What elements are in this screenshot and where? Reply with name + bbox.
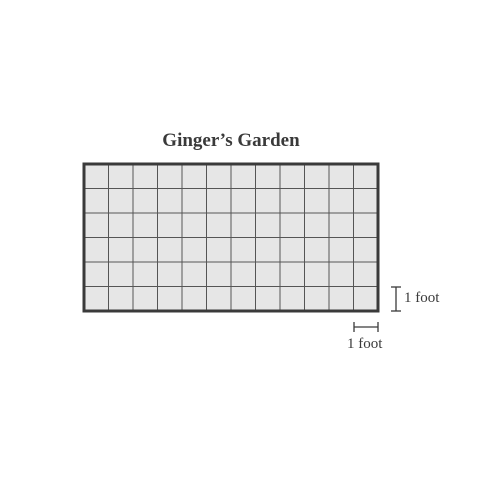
grid-cell	[157, 261, 183, 287]
grid-cell	[230, 286, 256, 312]
grid-cell	[255, 163, 281, 189]
grid-cell	[132, 261, 158, 287]
grid-cell	[206, 188, 232, 214]
grid-cell	[206, 237, 232, 263]
grid-cell	[328, 163, 354, 189]
grid-cell	[157, 237, 183, 263]
grid-cell	[132, 237, 158, 263]
grid-cell	[206, 163, 232, 189]
grid-cell	[353, 261, 379, 287]
grid-cell	[157, 286, 183, 312]
grid-cell	[328, 237, 354, 263]
vertical-scale-bracket	[391, 286, 401, 312]
grid-cell	[157, 188, 183, 214]
grid-cell	[328, 286, 354, 312]
grid-cell	[353, 163, 379, 189]
grid-cell	[328, 261, 354, 287]
grid-cell	[157, 163, 183, 189]
grid-cell	[230, 212, 256, 238]
grid-cell	[230, 237, 256, 263]
horizontal-scale-bracket	[353, 322, 379, 332]
grid-cell	[181, 237, 207, 263]
grid-cell	[206, 261, 232, 287]
grid-cell	[279, 261, 305, 287]
grid-cell	[255, 237, 281, 263]
diagram-title: Ginger’s Garden	[162, 130, 300, 151]
grid-cell	[304, 286, 330, 312]
grid-cell	[255, 212, 281, 238]
grid-cell	[255, 188, 281, 214]
grid-cell	[279, 188, 305, 214]
grid-cell	[304, 212, 330, 238]
grid-cell	[230, 163, 256, 189]
grid-cell	[108, 163, 134, 189]
grid-cell	[328, 188, 354, 214]
grid-cell	[279, 237, 305, 263]
grid-cell	[132, 163, 158, 189]
garden-grid	[83, 163, 379, 312]
grid-cell	[132, 212, 158, 238]
grid-cell	[108, 286, 134, 312]
grid-cell	[181, 286, 207, 312]
grid-cell	[132, 286, 158, 312]
grid-cell	[83, 188, 109, 214]
grid-cell	[353, 237, 379, 263]
grid-cell	[279, 212, 305, 238]
grid-cell	[230, 261, 256, 287]
grid-cell	[83, 163, 109, 189]
grid-cell	[304, 163, 330, 189]
grid-cell	[181, 188, 207, 214]
grid-cell	[108, 261, 134, 287]
garden-border	[82, 162, 380, 313]
grid-cell	[132, 188, 158, 214]
grid-cell	[353, 188, 379, 214]
grid-cell	[108, 237, 134, 263]
grid-cell	[206, 212, 232, 238]
grid-cell	[304, 237, 330, 263]
grid-cell	[83, 237, 109, 263]
grid-cell	[304, 261, 330, 287]
vertical-scale-label: 1 foot	[404, 290, 440, 306]
grid-cell	[353, 286, 379, 312]
grid-cell	[328, 212, 354, 238]
grid-cell	[206, 286, 232, 312]
grid-cell	[83, 286, 109, 312]
grid-cell	[230, 188, 256, 214]
grid-cell	[108, 212, 134, 238]
grid-cell	[304, 188, 330, 214]
grid-cell	[279, 286, 305, 312]
grid-cell	[157, 212, 183, 238]
grid-cell	[181, 261, 207, 287]
grid-cell	[181, 163, 207, 189]
grid-cell	[83, 261, 109, 287]
horizontal-scale-label: 1 foot	[347, 336, 383, 352]
grid-cell	[255, 261, 281, 287]
grid-cell	[108, 188, 134, 214]
grid-cell	[181, 212, 207, 238]
grid-cell	[279, 163, 305, 189]
grid-cell	[83, 212, 109, 238]
grid-cell	[353, 212, 379, 238]
grid-cell	[255, 286, 281, 312]
